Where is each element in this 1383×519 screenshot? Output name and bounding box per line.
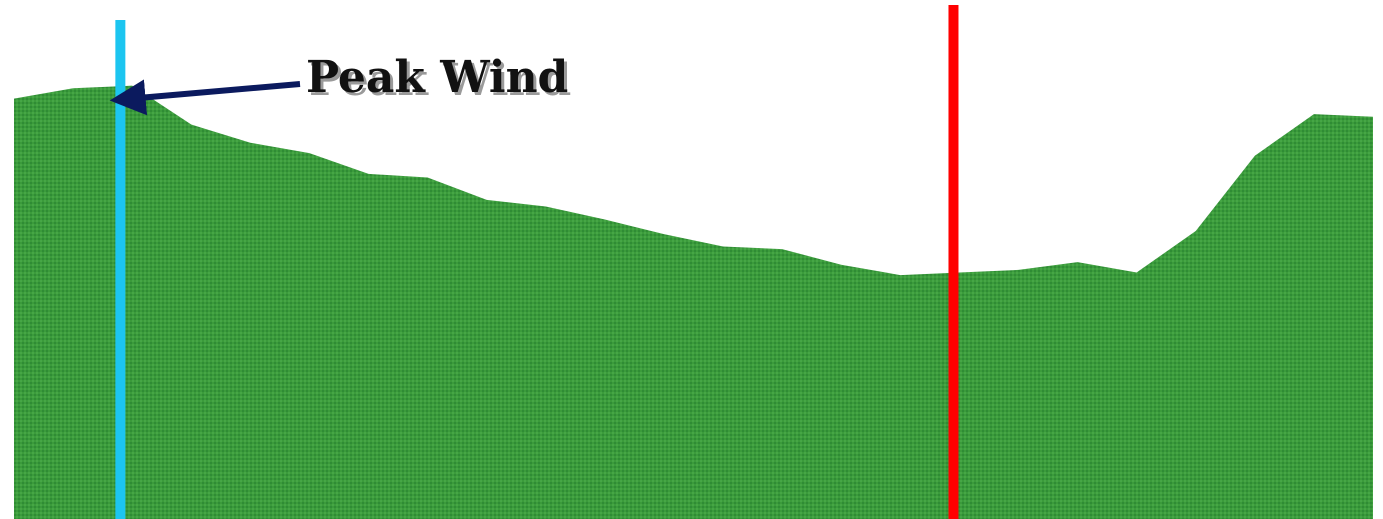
area-series-0 — [14, 85, 1373, 519]
vertical-line-marker — [948, 5, 959, 519]
vertical-line-peak — [115, 20, 126, 519]
annotation-arrow — [109, 79, 301, 116]
annotation-text-shadow: Peak Wind — [309, 55, 571, 106]
annotation-peak-wind: Peak Wind — [306, 52, 568, 103]
